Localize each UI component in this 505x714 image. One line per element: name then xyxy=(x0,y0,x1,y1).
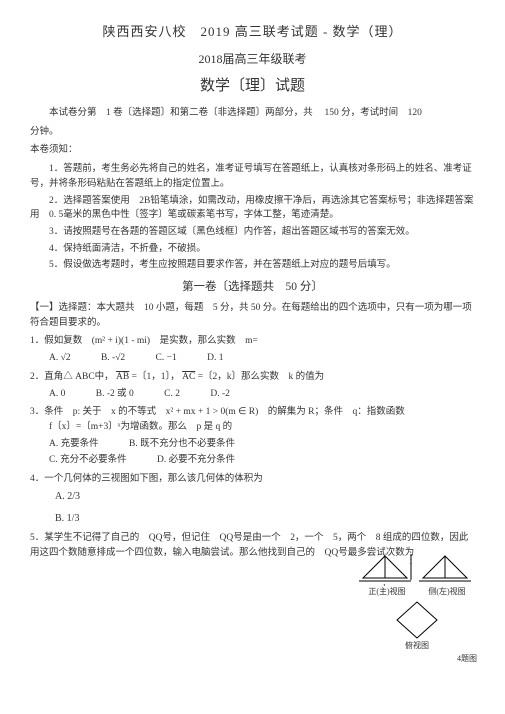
q2-c: C. 2 xyxy=(164,387,180,402)
q3-b: B. 既不充分也不必要条件 xyxy=(129,437,235,452)
q3-d: D. 必要不充分条件 xyxy=(157,453,235,468)
q4-text: 4．一个几何体的三视图如下图，那么该几何体的体积为 xyxy=(30,472,475,487)
q4-a: A. 2/3 xyxy=(30,489,475,505)
top-view-svg xyxy=(393,598,441,640)
q4: 4．一个几何体的三视图如下图，那么该几何体的体积为 A. 2/3 B. 1/3 xyxy=(30,472,475,527)
intro-line: 本试卷分第 1 卷〔选择题〕和第二卷〔非选择题〕两部分，共 150 分，考试时间… xyxy=(30,106,475,121)
q3-row2: C. 充分不必要条件 D. 必要不充分条件 xyxy=(30,453,475,468)
q2-vec-ab: AB xyxy=(116,372,129,382)
q2-a: A. 0 xyxy=(49,387,65,402)
q2-pre: 2．直角△ ABC中， xyxy=(30,372,114,382)
q3-a: A. 充要条件 xyxy=(49,437,99,452)
notice-label: 本卷须知： xyxy=(30,143,475,158)
three-view-figure: 1 1 正(主)视图 侧(左)视图 俯视图 4题图 xyxy=(357,550,477,665)
intro-score: 150 分，考试时间 xyxy=(325,108,399,118)
q1-b: B. -√2 xyxy=(101,351,125,366)
fig-side-label: 侧(左)视图 xyxy=(428,586,465,598)
rule-4: 4．保持纸面清洁，不折叠，不破损。 xyxy=(30,242,475,257)
q5-text: 5．某学生不记得了自己的 QQ号，但记住 QQ号是由一个 2，一个 5，两个 8… xyxy=(30,531,475,560)
fig-number: 4题图 xyxy=(357,653,477,665)
title-subject: 数学〔理〕试题 xyxy=(30,75,475,98)
q3-f: f〔x〕=〔m+3〕ˣ为增函数。那么 p 是 q 的 xyxy=(30,420,475,435)
section1-header: 第一卷〔选择题共 50 分〕 xyxy=(30,279,475,297)
q2-d: D. -2 xyxy=(210,387,230,402)
q2-choices: A. 0 B. -2 或 0 C. 2 D. -2 xyxy=(30,387,475,402)
title-main: 陕西西安八校 2019 高三联考试题 - 数学（理） xyxy=(30,22,475,42)
fig-front-label: 正(主)视图 xyxy=(368,586,405,598)
q2-b: B. -2 或 0 xyxy=(96,387,134,402)
intro-pre: 本试卷分第 1 卷〔选择题〕和第二卷〔非选择题〕两部分，共 xyxy=(49,108,313,118)
q2: 2．直角△ ABC中， AB =〔1，1〕， AC =〔2，k〕那么实数 k 的… xyxy=(30,370,475,401)
q1-d: D. 1 xyxy=(207,351,223,366)
q3-c: C. 充分不必要条件 xyxy=(49,453,127,468)
rule-2: 2．选择题答案使用 2B铅笔填涂，如需改动，用橡皮擦干净后，再选涂其它答案标号；… xyxy=(30,194,475,223)
q3-text: 3．条件 p: 关于 x 的不等式 x² + mx + 1 > 0(m ∈ R)… xyxy=(30,405,475,420)
q3-row1: A. 充要条件 B. 既不充分也不必要条件 xyxy=(30,437,475,452)
q1-text: 1．假如复数 (m² + i)(1 - mi) 是实数，那么实数 m= xyxy=(30,334,475,349)
rule-1: 1．答题前，考生务必先将自己的姓名，准考证号填写在答题纸上，认真核对条形码上的姓… xyxy=(30,162,475,191)
q5: 5．某学生不记得了自己的 QQ号，但记住 QQ号是由一个 2，一个 5，两个 8… xyxy=(30,531,475,560)
q1-choices: A. √2 B. -√2 C. −1 D. 1 xyxy=(30,351,475,366)
intro-line2: 分钟。 xyxy=(30,125,475,140)
q1-c: C. −1 xyxy=(156,351,177,366)
q3: 3．条件 p: 关于 x 的不等式 x² + mx + 1 > 0(m ∈ R)… xyxy=(30,405,475,468)
section1-desc: 【一】选择题：本大题共 10 小题，每题 5 分，共 50 分。在每题给出的四个… xyxy=(30,301,475,330)
rule-5: 5．假设做选考题时，考生应按照题目要求作答，并在答题纸上对应的题号后填写。 xyxy=(30,258,475,273)
q4-b: B. 1/3 xyxy=(30,511,475,527)
q2-vec-ac: AC xyxy=(182,372,195,382)
rule-3: 3．请按照题号在各题的答题区域〔黑色线框〕内作答，超出答题区域书写的答案无效。 xyxy=(30,225,475,240)
q1-a: A. √2 xyxy=(49,351,71,366)
q2-mid: =〔1，1〕， xyxy=(132,372,180,382)
q1: 1．假如复数 (m² + i)(1 - mi) 是实数，那么实数 m= A. √… xyxy=(30,334,475,365)
fig-top-label: 俯视图 xyxy=(357,640,477,652)
q2-post: =〔2，k〕那么实数 k 的值为 xyxy=(198,372,324,382)
intro-time: 120 xyxy=(408,108,422,118)
title-sub: 2018届高三年级联考 xyxy=(30,50,475,69)
